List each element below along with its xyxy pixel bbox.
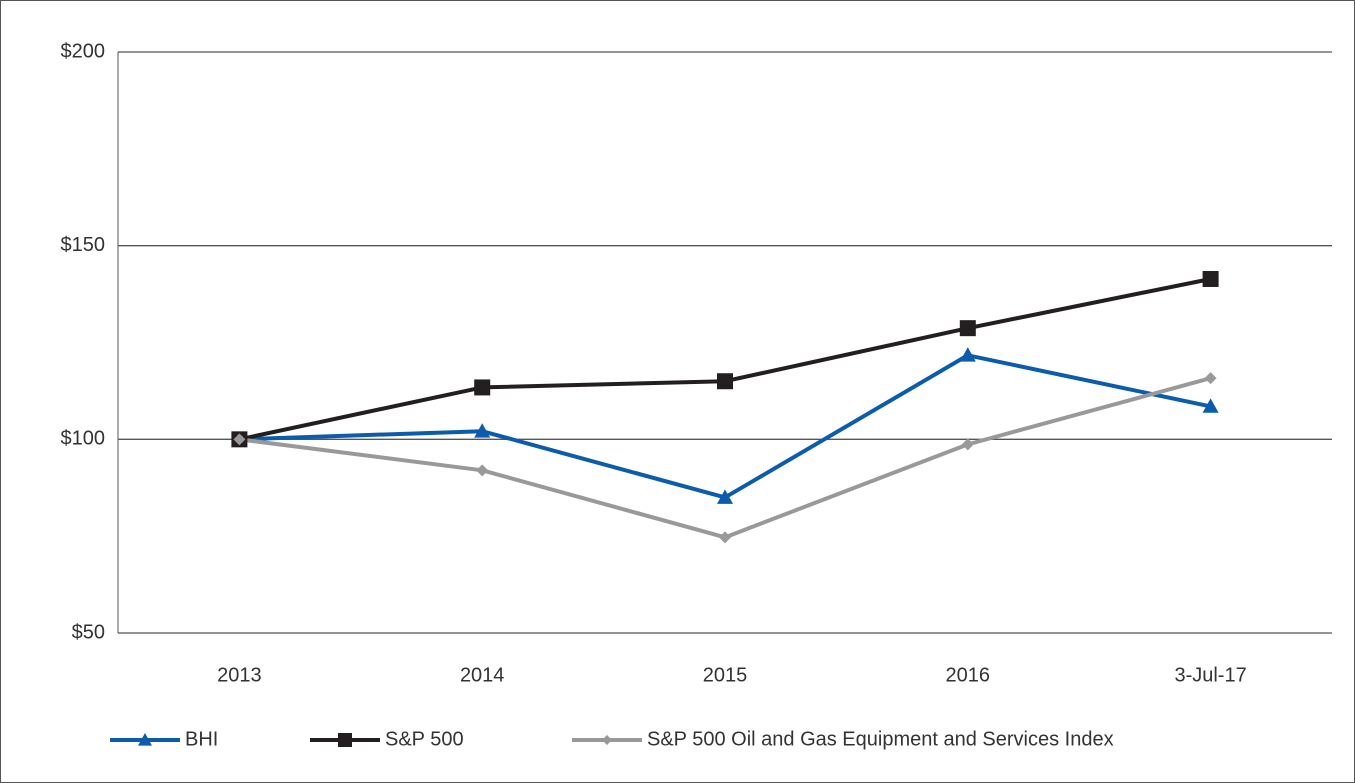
marker [961,438,974,451]
marker [959,320,976,337]
marker [717,489,733,504]
y-tick-label: $100 [61,428,106,450]
marker [476,464,489,477]
marker [719,531,731,544]
legend-label: BHI [185,728,218,750]
x-tick-label: 2016 [946,664,991,686]
x-tick-label: 2015 [703,664,748,686]
marker [717,373,733,390]
x-tick-label: 3-Jul-17 [1174,664,1246,686]
y-tick-label: $150 [61,234,106,256]
marker [959,347,976,362]
x-tick-label: 2014 [460,664,505,686]
marker [233,433,246,446]
legend-marker [138,733,152,746]
series-line [238,277,1211,442]
marker [1202,398,1219,413]
legend-label: S&P 500 [385,728,464,750]
y-tick-label: $200 [61,40,106,62]
marker [1204,372,1217,385]
legend-marker [338,733,352,747]
x-tick-label: 2013 [217,664,262,686]
series-line [239,376,1212,540]
marker [474,379,491,396]
marker [474,423,491,438]
y-tick-label: $50 [72,621,105,643]
legend-label: S&P 500 Oil and Gas Equipment and Servic… [647,728,1114,750]
legend-marker [602,735,612,745]
marker [1202,270,1219,287]
